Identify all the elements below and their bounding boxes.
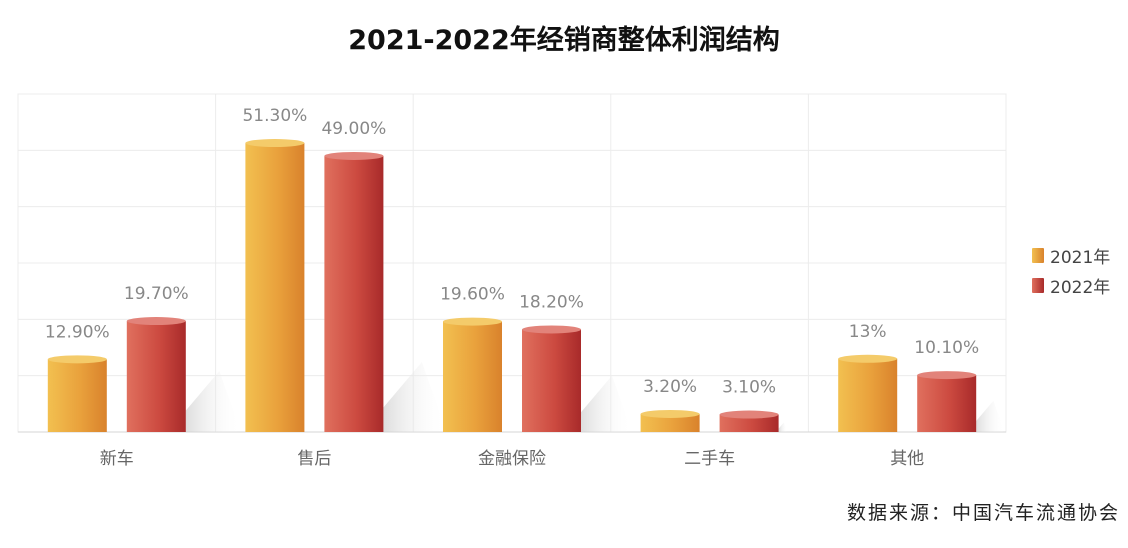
bar-shadow — [383, 362, 447, 432]
bar-2022 — [324, 155, 384, 432]
bar-cap — [245, 139, 305, 148]
bar-cap — [917, 371, 977, 380]
bar-shadow — [778, 422, 788, 432]
data-label: 12.90% — [45, 322, 110, 342]
bar-shadow — [581, 375, 632, 432]
data-label: 18.20% — [519, 292, 584, 312]
chart-title: 2021-2022年经销商整体利润结构 — [348, 25, 780, 56]
x-tick-label: 其他 — [890, 449, 924, 469]
data-label: 10.10% — [914, 338, 979, 358]
data-label: 19.70% — [124, 284, 189, 304]
legend-item-2022: 2022年 — [1032, 270, 1110, 300]
bar-cap — [324, 151, 384, 160]
x-tick-label: 金融保险 — [478, 449, 546, 469]
chart-legend: 2021年 2022年 — [1032, 240, 1110, 300]
bar-cap — [522, 325, 581, 334]
legend-label-2021: 2021年 — [1050, 247, 1111, 268]
bar-2021 — [838, 358, 898, 432]
bar-cap — [47, 355, 107, 364]
data-label: 51.30% — [242, 106, 307, 126]
bar-2021 — [245, 143, 305, 432]
legend-swatch-2021 — [1032, 247, 1044, 263]
bar-2021 — [47, 359, 107, 432]
bar-cap — [838, 354, 898, 363]
x-tick-label: 售后 — [297, 449, 331, 469]
data-label: 3.10% — [722, 378, 776, 398]
bar-2022 — [126, 321, 186, 432]
x-tick-label: 新车 — [100, 449, 134, 469]
bar-shadow — [185, 370, 241, 432]
bar-2021 — [443, 321, 502, 432]
bar-cap — [719, 410, 779, 419]
bar-cap — [443, 317, 502, 326]
bar-2021 — [640, 413, 700, 432]
legend-swatch-2022 — [1032, 277, 1044, 293]
bar-cap — [126, 317, 186, 326]
bar-shadow — [976, 400, 1005, 432]
bar-cap — [640, 409, 700, 418]
legend-label-2022: 2022年 — [1050, 277, 1111, 298]
bar-2022 — [917, 375, 977, 432]
data-label: 19.60% — [440, 285, 505, 305]
data-label: 49.00% — [321, 119, 386, 139]
bar-2022 — [719, 414, 779, 432]
legend-item-2021: 2021年 — [1032, 240, 1110, 270]
x-tick-label: 二手车 — [684, 449, 735, 469]
data-label: 3.20% — [643, 377, 697, 397]
data-label: 13% — [849, 322, 887, 342]
data-source-note: 数据来源：中国汽车流通协会 — [846, 502, 1120, 524]
bar-2022 — [522, 329, 581, 432]
